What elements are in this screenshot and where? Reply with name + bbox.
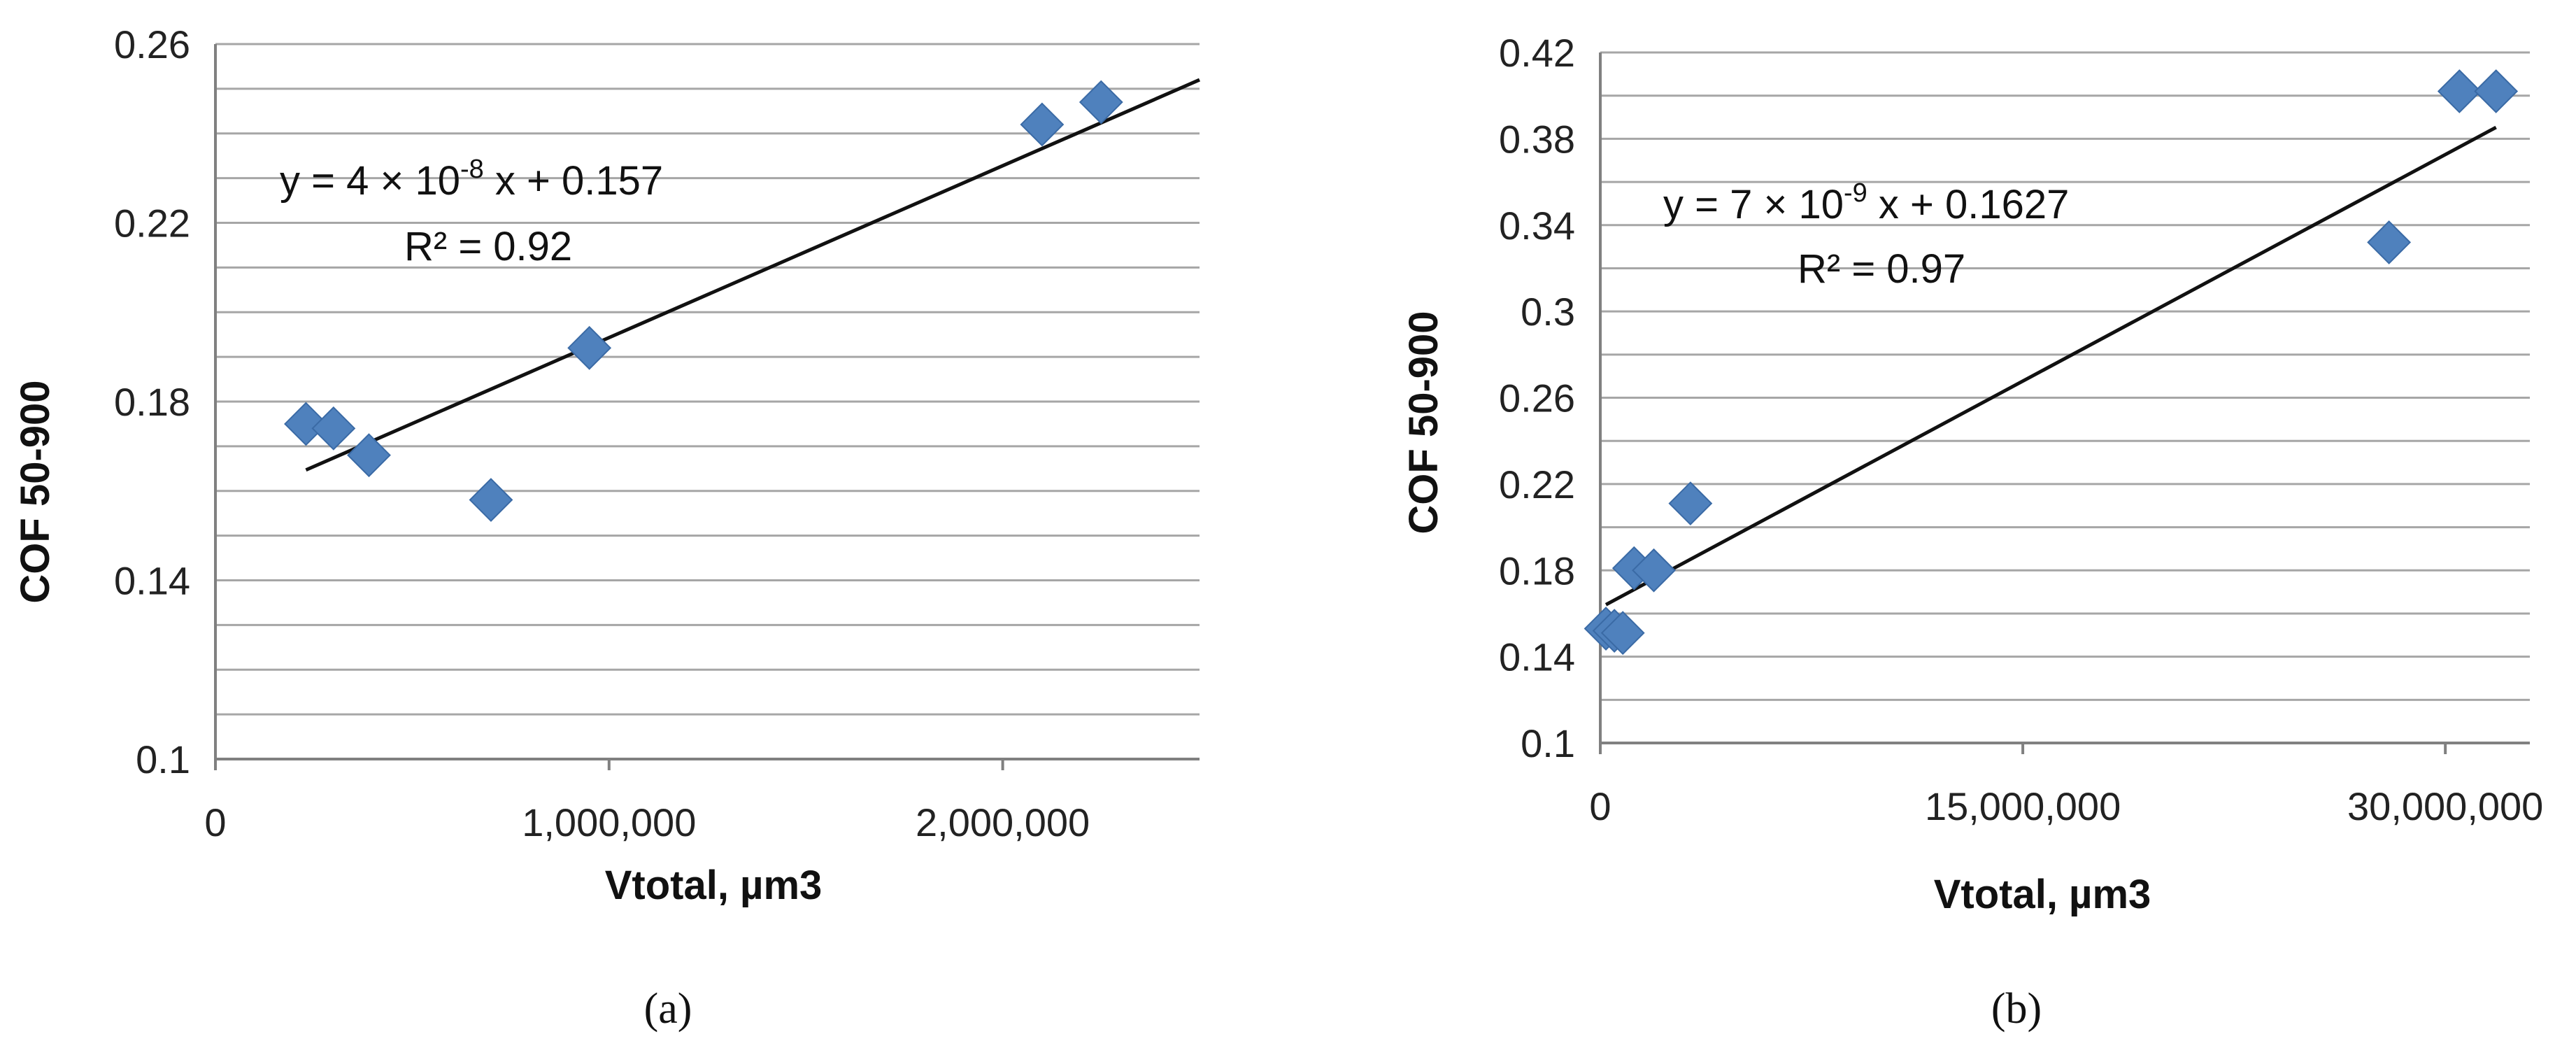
y-tick-label: 0.22 [114,201,190,246]
panel-a-equation: y = 4 × 10-8 x + 0.157 [280,155,663,204]
panel-b-gridlines [1600,51,2530,701]
data-point [469,478,513,522]
x-tick-label: 30,000,000 [2347,784,2543,828]
y-tick-label: 0.26 [114,22,190,66]
panel-b-caption: (b) [1991,985,2042,1033]
panel-b-x-axis-label: Vtotal, µm3 [1934,872,2151,917]
panel-b-r2: R² = 0.97 [1798,246,1965,292]
y-tick-label: 0.42 [1499,31,1575,75]
y-tick-label: 0.18 [114,380,190,424]
data-point [1020,102,1065,147]
panel-a: 0.10.140.180.220.26 0 1,000,000 2,000,000 … [13,22,1201,1033]
panel-a-x-axis-label: Vtotal, µm3 [605,863,823,908]
x-tick-label: 0 [1589,784,1611,828]
panel-b-points [1584,69,2519,656]
data-point [1600,611,1645,656]
panel-a-caption: (a) [644,985,692,1033]
trendline [305,78,1201,472]
data-point [2474,69,2519,113]
panel-b-y-tick-labels: 0.1 0.14 0.18 0.22 0.26 0.3 0.34 0.38 0.42 [1499,31,1575,765]
data-point [2437,69,2482,113]
panel-a-y-tick-labels: 0.1 0.14 0.18 0.22 0.26 [114,22,190,781]
y-tick-label: 0.38 [1499,117,1575,161]
y-tick-label: 0.14 [114,559,190,603]
data-point [1632,548,1676,593]
panel-a-r2: R² = 0.92 [404,224,572,269]
panel-a-y-axis-label: COF 50-900 [13,380,58,603]
x-tick-label: 1,000,000 [522,800,696,844]
panel-a-axes [214,44,1200,770]
y-tick-label: 0.18 [1499,548,1575,593]
data-point [284,402,328,446]
y-tick-label: 0.22 [1499,462,1575,507]
panel-b-y-axis-label: COF 50-900 [1401,311,1446,534]
y-tick-label: 0.3 [1521,290,1575,334]
x-tick-label: 0 [204,800,226,844]
data-point [1079,80,1123,125]
x-tick-label: 2,000,000 [916,800,1090,844]
panel-b-x-tick-labels: 0 15,000,000 30,000,000 [1589,784,2543,828]
y-tick-label: 0.14 [1499,635,1575,679]
y-tick-label: 0.34 [1499,204,1575,248]
x-tick-label: 15,000,000 [1925,784,2121,828]
y-tick-label: 0.26 [1499,376,1575,420]
panel-a-points [284,80,1123,522]
data-point [311,406,356,451]
trendline [1604,125,2497,607]
panel-b: 0.1 0.14 0.18 0.22 0.26 0.3 0.34 0.38 0.42 0 15,0… [1401,31,2543,1033]
panel-b-axes [1599,52,2530,754]
data-point [347,433,391,478]
panel-b-trendline [1604,125,2497,607]
panel-a-x-tick-labels: 0 1,000,000 2,000,000 [204,800,1090,844]
y-tick-label: 0.1 [136,737,190,781]
panel-b-equation: y = 7 × 10-9 x + 0.1627 [1663,178,2069,227]
y-tick-label: 0.1 [1521,721,1575,765]
data-point [1668,481,1713,526]
data-point [2367,220,2412,264]
data-point [567,325,612,370]
panel-a-trendline [305,78,1201,472]
